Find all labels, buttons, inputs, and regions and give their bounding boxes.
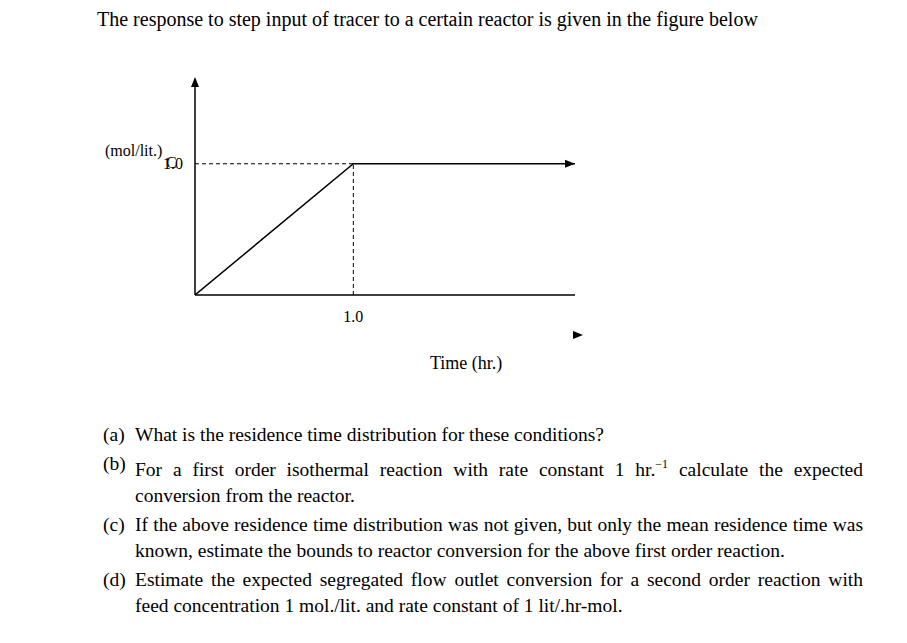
html-text:The response to step input of: The response to step input of tracer to … bbox=[97, 8, 758, 30]
html-text:(a): (a) bbox=[103, 424, 125, 445]
html-text:If the above residence time di: If the above residence time distribution… bbox=[135, 513, 863, 561]
html-text:What is the residence time dis: What is the residence time distribution … bbox=[135, 424, 604, 445]
html-text:(mol/lit.): (mol/lit.) bbox=[105, 142, 163, 159]
html-text:For a first order isothermal r: For a first order isothermal reaction wi… bbox=[135, 457, 863, 506]
html-text:(b): (b) bbox=[103, 453, 126, 474]
html-text:Estimate the expected segregat: Estimate the expected segregated flow ou… bbox=[135, 568, 863, 616]
svg-text:1.0: 1.0 bbox=[343, 308, 363, 325]
html-text:(d): (d) bbox=[103, 568, 126, 590]
html-text:C: C bbox=[166, 154, 177, 171]
html-text:Time (hr.): Time (hr.) bbox=[430, 353, 503, 373]
html-text:(c): (c) bbox=[103, 513, 125, 535]
